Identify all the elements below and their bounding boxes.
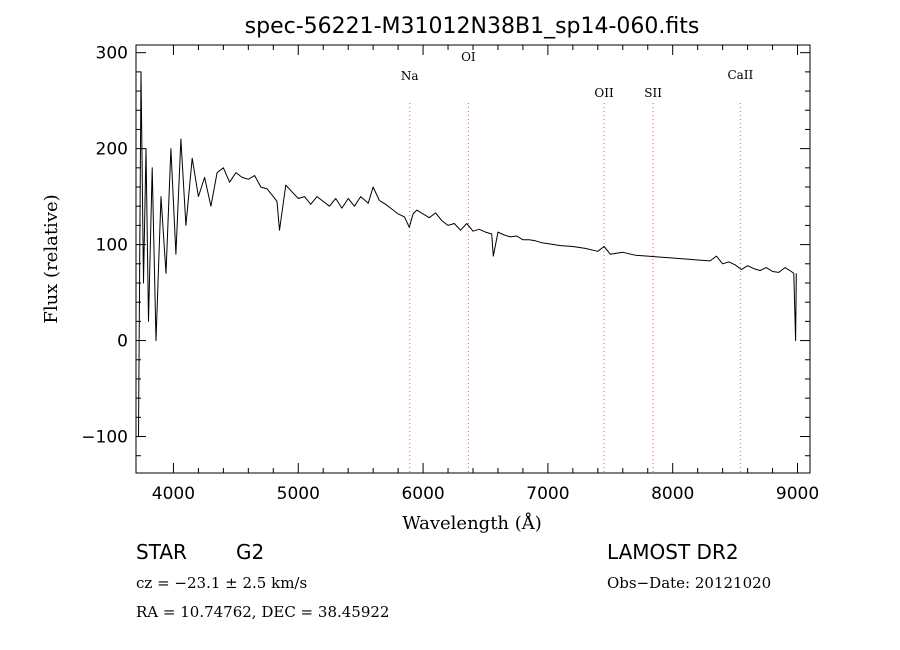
line-label-oii: OII <box>594 86 614 100</box>
line-label-sii: SII <box>644 86 662 100</box>
x-tick-label: 5000 <box>277 484 320 504</box>
y-tick-label: 0 <box>117 332 128 352</box>
line-label-caii: CaII <box>727 68 753 82</box>
observation-date: Obs−Date: 20121020 <box>607 574 772 592</box>
y-tick-label: 100 <box>96 236 128 256</box>
spectrum-line <box>138 71 797 437</box>
line-label-na: Na <box>401 69 419 83</box>
y-tick-label: −100 <box>81 428 128 448</box>
survey-name: LAMOST DR2 <box>607 540 739 564</box>
y-tick-label: 300 <box>96 44 128 64</box>
x-tick-labels: 4000 5000 6000 7000 8000 9000 <box>152 484 819 504</box>
x-tick-label: 9000 <box>776 484 819 504</box>
x-axis-title: Wavelength (Å) <box>402 512 542 534</box>
redshift-velocity: cz = −23.1 ± 2.5 km/s <box>136 574 308 592</box>
x-tick-label: 6000 <box>401 484 444 504</box>
object-subclass: G2 <box>236 540 265 564</box>
x-tick-label: 7000 <box>526 484 569 504</box>
chart-title: spec-56221-M31012N38B1_sp14-060.fits <box>245 14 700 39</box>
emission-line-markers: Na OI OII SII CaII <box>401 50 754 473</box>
sky-coordinates: RA = 10.74762, DEC = 38.45922 <box>136 603 390 621</box>
spectrum-series <box>138 71 797 437</box>
plot-frame <box>135 44 811 474</box>
y-tick-label: 200 <box>96 140 128 160</box>
object-class: STAR <box>136 540 187 564</box>
x-tick-label: 8000 <box>651 484 694 504</box>
axis-ticks <box>136 45 810 473</box>
y-tick-labels: −100 0 100 200 300 <box>81 44 128 448</box>
line-label-oi: OI <box>461 50 476 64</box>
y-axis-title: Flux (relative) <box>41 194 62 323</box>
x-tick-label: 4000 <box>152 484 195 504</box>
